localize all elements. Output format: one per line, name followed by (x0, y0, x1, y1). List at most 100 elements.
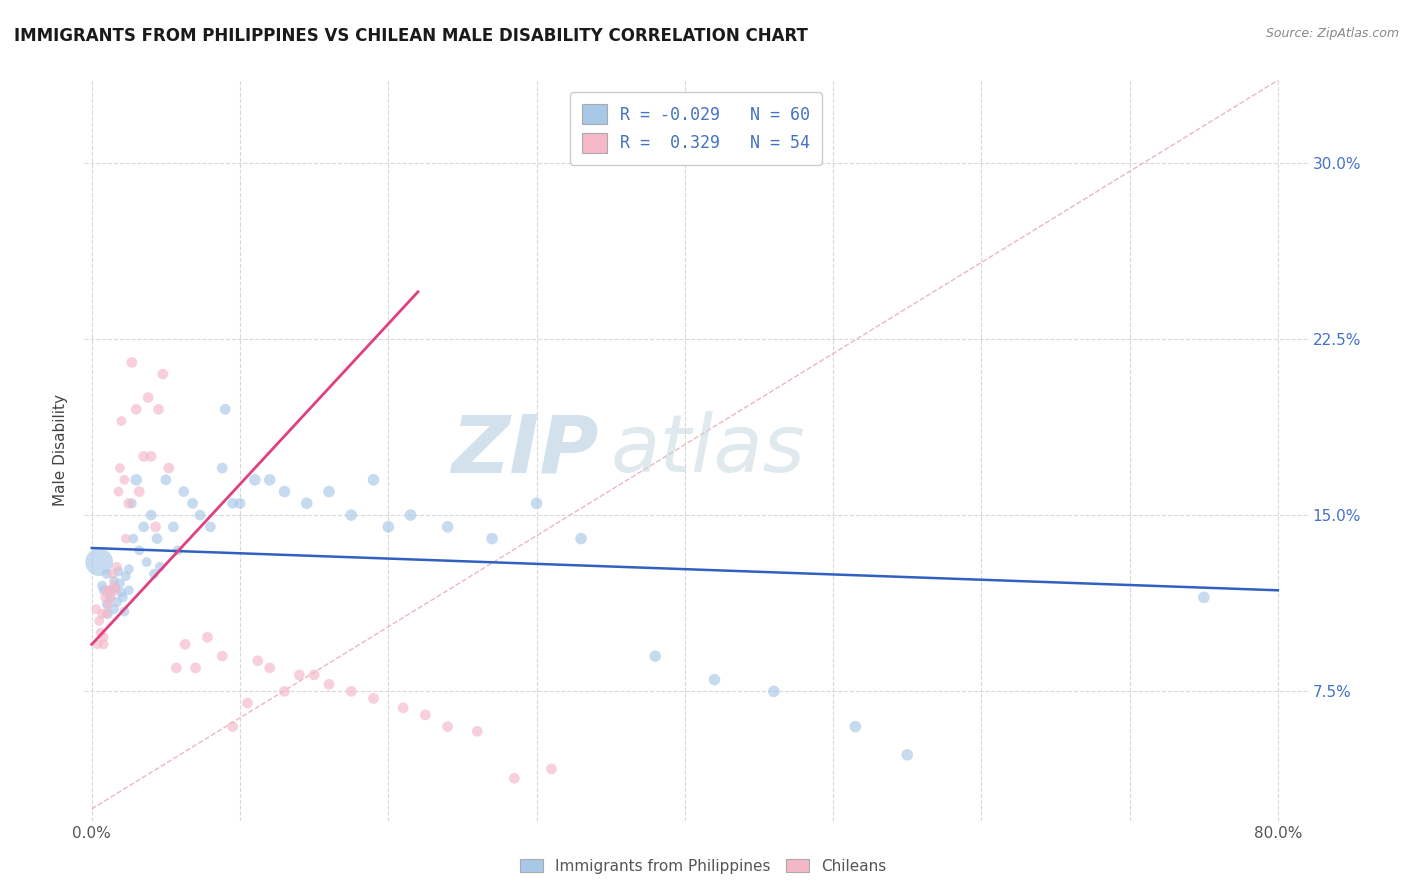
Point (93, 637, 115, 651)
Point (1192, 591, 1215, 605)
Point (221, 496, 243, 510)
Point (103, 602, 125, 616)
Point (503, 772, 526, 786)
Point (197, 630, 219, 644)
Point (115, 532, 138, 546)
Point (259, 661, 281, 675)
Point (125, 473, 148, 487)
Point (97, 607, 120, 621)
Text: IMMIGRANTS FROM PHILIPPINES VS CHILEAN MALE DISABILITY CORRELATION CHART: IMMIGRANTS FROM PHILIPPINES VS CHILEAN M… (14, 27, 808, 45)
Point (465, 724, 488, 739)
Point (84, 602, 107, 616)
Point (91, 579, 114, 593)
Point (132, 520, 155, 534)
Point (104, 581, 127, 595)
Point (162, 520, 184, 534)
Point (762, 684, 785, 698)
Point (98, 591, 121, 605)
Point (118, 496, 141, 510)
Point (112, 473, 135, 487)
Point (295, 496, 318, 510)
Point (214, 402, 236, 417)
Point (108, 576, 131, 591)
Point (246, 654, 269, 668)
Point (288, 668, 311, 682)
Point (174, 637, 197, 651)
Point (273, 484, 295, 499)
Point (115, 569, 138, 583)
Point (340, 508, 363, 522)
Point (128, 543, 150, 558)
Point (143, 566, 166, 581)
Point (166, 543, 188, 558)
Point (125, 402, 148, 417)
Point (259, 473, 281, 487)
Point (101, 566, 124, 581)
Text: atlas: atlas (610, 411, 806, 490)
Point (103, 579, 125, 593)
Point (136, 391, 159, 405)
Text: Source: ZipAtlas.com: Source: ZipAtlas.com (1265, 27, 1399, 40)
Point (89, 614, 111, 628)
Point (96, 607, 118, 621)
Point (107, 484, 129, 499)
Point (363, 691, 385, 706)
Point (436, 520, 458, 534)
Point (105, 595, 128, 609)
Point (896, 747, 918, 762)
Point (139, 450, 162, 464)
Point (98, 583, 121, 598)
Point (146, 532, 169, 546)
Point (318, 677, 340, 691)
Point (132, 450, 155, 464)
Point (644, 649, 666, 664)
Point (110, 585, 132, 599)
Point (135, 555, 157, 569)
Point (184, 661, 207, 675)
Point (415, 707, 437, 722)
Point (122, 532, 145, 546)
Point (90, 625, 112, 640)
Point (526, 496, 548, 510)
Point (103, 574, 125, 588)
Point (165, 661, 187, 675)
Point (96, 566, 118, 581)
Point (148, 402, 170, 417)
Point (540, 762, 562, 776)
Point (363, 473, 385, 487)
Point (93, 583, 115, 598)
Point (377, 520, 399, 534)
Point (229, 496, 252, 510)
Point (96, 583, 118, 598)
Point (110, 414, 132, 428)
Point (118, 583, 141, 598)
Point (155, 473, 177, 487)
Point (221, 720, 243, 734)
Point (399, 508, 422, 522)
Point (273, 684, 295, 698)
Point (181, 496, 204, 510)
Y-axis label: Male Disability: Male Disability (53, 394, 69, 507)
Point (100, 591, 122, 605)
Point (703, 673, 725, 687)
Text: ZIP: ZIP (451, 411, 598, 490)
Point (569, 532, 592, 546)
Point (100, 583, 122, 598)
Point (97, 598, 120, 612)
Point (89, 555, 111, 569)
Point (302, 668, 325, 682)
Point (91, 607, 114, 621)
Point (149, 559, 172, 574)
Point (152, 367, 174, 381)
Point (139, 508, 162, 522)
Point (236, 696, 259, 710)
Point (481, 532, 503, 546)
Point (94, 591, 117, 605)
Point (104, 583, 127, 598)
Point (340, 684, 363, 698)
Point (121, 355, 143, 369)
Point (157, 461, 180, 475)
Legend: R = -0.029   N = 60, R =  0.329   N = 54: R = -0.029 N = 60, R = 0.329 N = 54 (571, 92, 821, 165)
Point (243, 473, 266, 487)
Point (107, 565, 129, 579)
